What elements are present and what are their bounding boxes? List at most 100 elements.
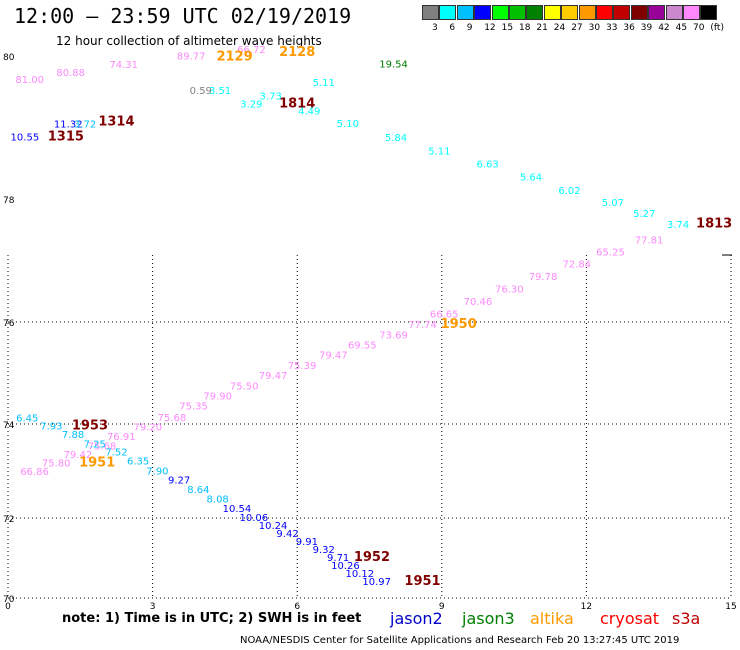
wave-height-value: 3.73 — [260, 92, 282, 103]
wave-height-value: 69.55 — [348, 341, 377, 352]
legend-swatch — [683, 5, 700, 20]
satellite-name: s3a — [672, 609, 701, 628]
satellite-name: altika — [530, 609, 574, 628]
wave-height-value: 77.74 — [408, 320, 437, 331]
tick-label: 3 — [150, 602, 156, 612]
wave-height-value: 19.54 — [379, 59, 408, 70]
wave-height-value: 10.97 — [362, 577, 391, 588]
pass-time-label: 1814 — [279, 96, 315, 111]
wave-height-value: 79.47 — [259, 371, 288, 382]
wave-height-value: 75.68 — [88, 441, 117, 452]
wave-height-value: 79.90 — [203, 392, 232, 403]
satellite-name: jason3 — [462, 609, 515, 628]
legend-label: 21 — [536, 23, 548, 33]
wave-height-value: 10.54 — [223, 504, 252, 515]
legend-swatch — [665, 5, 683, 20]
wave-height-value: 65.25 — [596, 248, 625, 259]
wave-height-value: 10.26 — [331, 561, 360, 572]
legend-label: 30 — [588, 23, 601, 33]
wave-height-value: 79.42 — [64, 450, 93, 461]
wave-height-value: 76.91 — [107, 432, 136, 443]
legend-swatch — [439, 5, 457, 20]
wave-height-value: 81.00 — [15, 75, 44, 86]
wave-height-value: 10.06 — [239, 513, 268, 524]
wave-height-value: 66.72 — [237, 45, 266, 56]
legend-swatch — [561, 5, 579, 20]
legend-label: 33 — [606, 23, 618, 33]
tick-label: 80 — [3, 53, 15, 63]
satellite-name: cryosat — [600, 609, 660, 628]
tick-label: 70 — [3, 595, 15, 605]
legend-label: 9 — [466, 23, 473, 33]
legend-label: 3 — [432, 23, 438, 33]
legend-label: 15 — [501, 23, 514, 33]
legend-swatch — [613, 5, 631, 20]
wave-height-value: 6.63 — [476, 160, 498, 171]
wave-height-value: 5.84 — [385, 133, 407, 144]
pass-time-label: 1950 — [441, 317, 477, 332]
wave-height-value: 5.64 — [520, 172, 542, 183]
wave-height-value: 7.90 — [146, 466, 168, 477]
wave-height-value: 8.64 — [187, 485, 209, 496]
map-subtitle: 12 hour collection of altimeter wave hei… — [56, 34, 322, 48]
wave-height-value: 66.86 — [20, 467, 49, 478]
pass-time-label: 1953 — [72, 419, 108, 434]
pass-time-label: 1315 — [48, 129, 84, 144]
wave-height-value: 0.59 — [190, 86, 212, 97]
legend-swatch — [578, 5, 596, 20]
legend-label: 6 — [449, 23, 456, 33]
legend-swatch — [526, 5, 544, 20]
satellite-name: jason2 — [390, 609, 443, 628]
wave-height-value: 7.25 — [84, 440, 106, 451]
legend-swatch — [456, 5, 474, 20]
wave-height-value: 79.47 — [319, 351, 348, 362]
legend-swatch — [474, 5, 492, 20]
wave-height-value: 6.35 — [127, 456, 149, 467]
legend-label: 12 — [484, 23, 496, 33]
wave-height-value: 10.55 — [11, 132, 40, 143]
wave-height-value: 80.88 — [56, 68, 85, 79]
note-text: note: 1) Time is in UTC; 2) SWH is in fe… — [62, 611, 362, 626]
wave-height-value: 5.11 — [428, 147, 450, 158]
tick-label: 12 — [581, 602, 592, 612]
wave-height-value: 7.93 — [40, 422, 62, 433]
wave-height-value: 10.12 — [346, 569, 375, 580]
wave-height-value: 3.29 — [240, 99, 262, 110]
wave-height-value: 3.51 — [209, 86, 231, 97]
wave-height-value: 9.91 — [296, 537, 318, 548]
legend-swatch — [648, 5, 666, 20]
wave-height-value: 5.10 — [337, 119, 359, 130]
wave-height-value: 6.45 — [16, 413, 38, 424]
tick-label: 72 — [3, 515, 14, 525]
pass-time-label: 1952 — [354, 550, 390, 565]
wave-height-value: 75.35 — [179, 402, 208, 413]
credit-line: NOAA/NESDIS Center for Satellite Applica… — [240, 635, 680, 646]
pass-time-label: 2129 — [216, 49, 252, 64]
legend-label: 70 — [693, 23, 705, 33]
wave-height-value: 79.78 — [529, 272, 558, 283]
legend-label: 27 — [571, 23, 583, 33]
wave-height-value: 75.50 — [230, 381, 259, 392]
wave-height-value: 89.77 — [177, 52, 206, 63]
wave-height-value: 9.32 — [313, 545, 335, 556]
wave-height-value: 79.20 — [133, 423, 162, 434]
legend-label: 24 — [553, 23, 566, 33]
wave-height-value: 73.69 — [379, 330, 408, 341]
tick-label: 0 — [5, 602, 11, 612]
wave-height-value: 9.27 — [168, 476, 190, 487]
wave-height-value: 74.31 — [109, 60, 138, 71]
map-title: 12:00 – 23:59 UTC 02/19/2019 — [14, 4, 352, 28]
wave-height-value: 77.81 — [635, 235, 664, 246]
legend-label: 45 — [675, 23, 688, 33]
pass-time-label: 1951 — [404, 574, 440, 589]
tick-label: 15 — [725, 602, 736, 612]
wave-height-value: 5.27 — [633, 209, 655, 220]
pass-time-label: 1314 — [98, 114, 134, 129]
pass-time-label: 1951 — [79, 455, 115, 470]
wave-height-value: 5.07 — [602, 198, 624, 209]
wave-height-value: 76.30 — [495, 284, 524, 295]
grid-lines — [7, 254, 732, 599]
legend-label: (ft) — [710, 23, 724, 33]
